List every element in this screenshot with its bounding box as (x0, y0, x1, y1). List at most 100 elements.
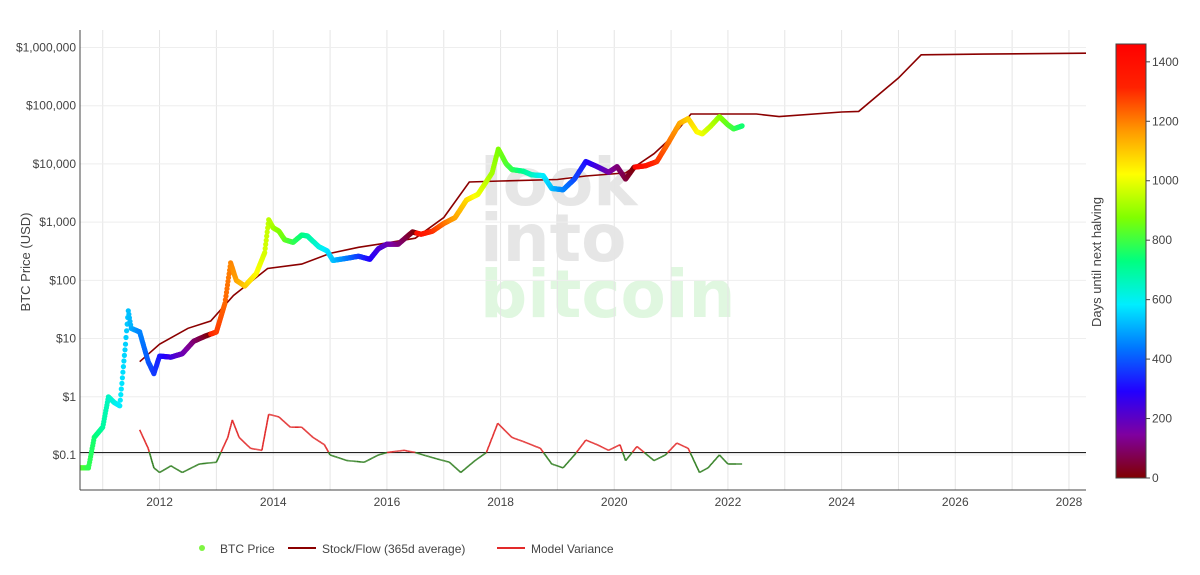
model-variance-segment (305, 430, 307, 432)
model-variance-segment (565, 463, 568, 465)
model-variance-segment (506, 432, 509, 434)
model-variance-segment (630, 453, 632, 455)
model-variance-segment (265, 422, 268, 426)
model-variance-segment (285, 422, 287, 425)
colorbar-tick-label: 0 (1152, 471, 1159, 485)
model-variance-segment (488, 444, 491, 447)
x-tick-label: 2020 (601, 495, 628, 509)
model-variance-segment (472, 460, 475, 463)
model-variance-segment (225, 439, 228, 442)
model-variance-segment (621, 450, 624, 453)
model-variance-segment (140, 432, 143, 435)
model-variance-segment (493, 431, 496, 433)
x-tick-label: 2022 (715, 495, 742, 509)
model-variance-segment (501, 426, 503, 429)
model-variance-segment (325, 447, 328, 449)
model-variance-segment (544, 454, 547, 456)
model-variance-segment (226, 437, 229, 439)
model-variance-segment (304, 429, 307, 432)
model-variance-segment (279, 417, 282, 420)
model-variance-segment (628, 454, 631, 457)
model-variance-segment (242, 440, 245, 443)
model-variance-segment (583, 441, 585, 444)
model-variance-segment (619, 445, 622, 448)
model-variance-segment (550, 462, 553, 465)
model-variance-segment (141, 435, 144, 438)
model-variance-segment (464, 467, 467, 470)
model-variance-segment (227, 435, 230, 438)
model-variance-segment (323, 444, 326, 446)
btc-price-point (264, 229, 270, 235)
model-variance-segment (711, 462, 713, 465)
legend-label: BTC Price (220, 542, 275, 556)
model-variance-segment (139, 430, 142, 433)
model-variance-segment (151, 460, 154, 463)
model-variance-segment (569, 459, 571, 461)
model-variance-segment (324, 445, 327, 447)
model-variance-segment (674, 443, 677, 446)
model-variance-segment (718, 454, 721, 457)
model-variance-segment (462, 469, 465, 471)
model-variance-segment (722, 458, 725, 461)
model-variance-segment (231, 419, 234, 422)
legend-symbol-dot (199, 545, 205, 551)
model-variance-segment (562, 466, 565, 468)
model-variance-segment (237, 434, 240, 437)
legend[interactable]: BTC Price Stock/Flow (365d average) Model … (199, 542, 614, 556)
model-variance-segment (219, 451, 222, 454)
model-variance-segment (309, 434, 311, 436)
model-variance-segment (246, 444, 249, 447)
model-variance-segment (691, 456, 694, 459)
model-variance-segment (619, 444, 622, 447)
legend-item[interactable]: Model Variance (497, 542, 614, 556)
model-variance-segment (234, 427, 237, 430)
model-variance-segment (543, 452, 546, 455)
model-variance-segment (547, 459, 550, 461)
model-variance-segment (241, 439, 244, 442)
btc-price-point (121, 352, 127, 358)
model-variance-segment (142, 436, 145, 439)
legend-item[interactable]: BTC Price (199, 542, 275, 556)
model-variance-segment (707, 466, 710, 468)
model-variance-segment (150, 458, 153, 462)
model-variance-segment (494, 428, 497, 431)
model-variance-segment (497, 423, 500, 425)
model-variance-segment (550, 462, 552, 464)
model-variance-segment (687, 449, 690, 451)
model-variance-segment (221, 447, 224, 450)
model-variance-segment (567, 460, 570, 463)
model-variance-segment (232, 420, 235, 423)
model-variance-segment (579, 446, 582, 449)
model-variance-segment (542, 451, 545, 454)
model-variance-segment (569, 458, 572, 461)
model-variance-segment (691, 455, 694, 458)
model-variance-segment (220, 450, 223, 453)
legend-item[interactable]: Stock/Flow (365d average) (288, 542, 465, 556)
model-variance-segment (712, 461, 714, 464)
model-variance-segment (568, 459, 571, 462)
btc-price-point (120, 364, 126, 370)
colorbar-title: Days until next halving (1089, 197, 1104, 327)
model-variance-segment (459, 470, 461, 473)
model-variance-segment (492, 432, 495, 435)
model-variance-segment (218, 453, 221, 456)
model-variance-segment (228, 429, 231, 432)
model-variance-segment (287, 424, 290, 427)
model-variance-segment (722, 458, 724, 460)
model-variance-segment (456, 468, 459, 471)
model-variance-segment (581, 443, 584, 446)
model-variance-segment (222, 444, 225, 447)
model-variance-segment (450, 463, 453, 466)
model-variance-segment (696, 466, 699, 469)
x-tick-labels: 2012 2014 2016 2018 2020 2022 2024 2026 2028 (146, 495, 1082, 509)
model-variance-segment (264, 427, 267, 432)
model-variance-segment (508, 433, 510, 436)
model-variance-segment (709, 463, 712, 466)
model-variance-segment (264, 430, 267, 434)
model-variance-segment (504, 429, 506, 432)
model-variance-segment (572, 454, 575, 457)
model-variance-segment (626, 458, 628, 460)
model-variance-segment (460, 471, 463, 473)
model-variance-segment (311, 435, 314, 438)
